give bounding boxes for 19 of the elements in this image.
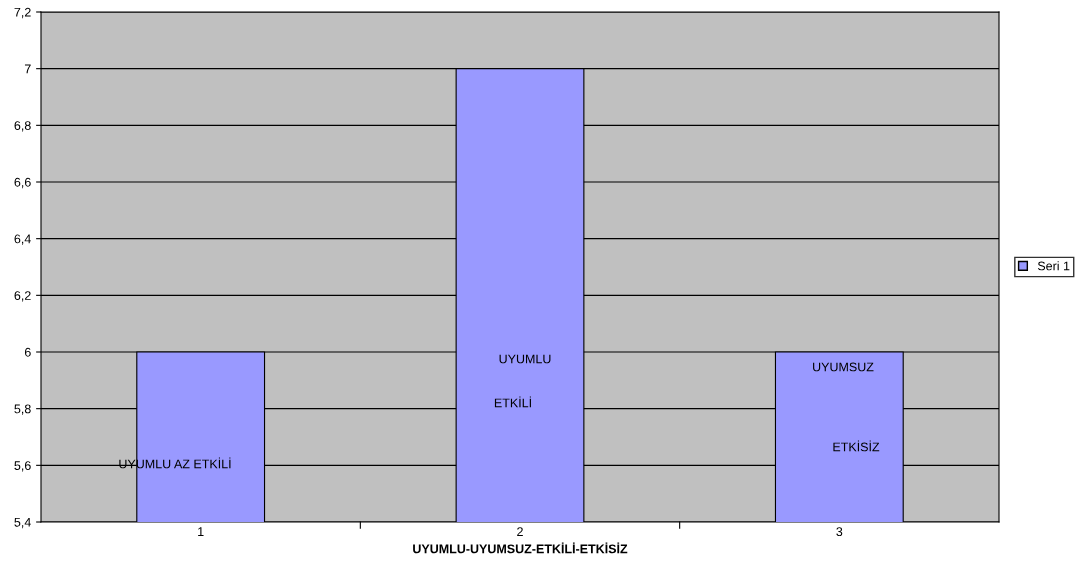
y-tick-label: 6,6 (14, 177, 31, 189)
annotation: ETKİSİZ (833, 440, 880, 452)
annotation: UYUMSUZ (813, 362, 874, 372)
y-tick-label: 7 (24, 64, 31, 74)
y-tick-label: 6,2 (14, 291, 31, 302)
y-tick-label: 5,6 (14, 461, 31, 472)
x-axis-title: UYUMLU-UYUMSUZ-ETKİLİ-ETKİSİZ (413, 542, 628, 554)
y-tick-label: 6,8 (14, 121, 31, 132)
y-tick-label: 7,2 (14, 7, 31, 19)
annotation: UYUMLU (499, 354, 551, 364)
legend-label: Seri 1 (1037, 261, 1070, 271)
x-tick-label: 2 (517, 527, 523, 536)
x-tick-label: 3 (836, 527, 843, 537)
y-tick-label: 6,4 (14, 234, 31, 245)
y-tick-label: 5,4 (14, 517, 31, 529)
x-tick-label: 1 (198, 527, 204, 536)
y-tick-label: 5,8 (14, 404, 31, 415)
annotation: ETKİLİ (494, 396, 531, 408)
y-tick-label: 6 (24, 347, 31, 357)
